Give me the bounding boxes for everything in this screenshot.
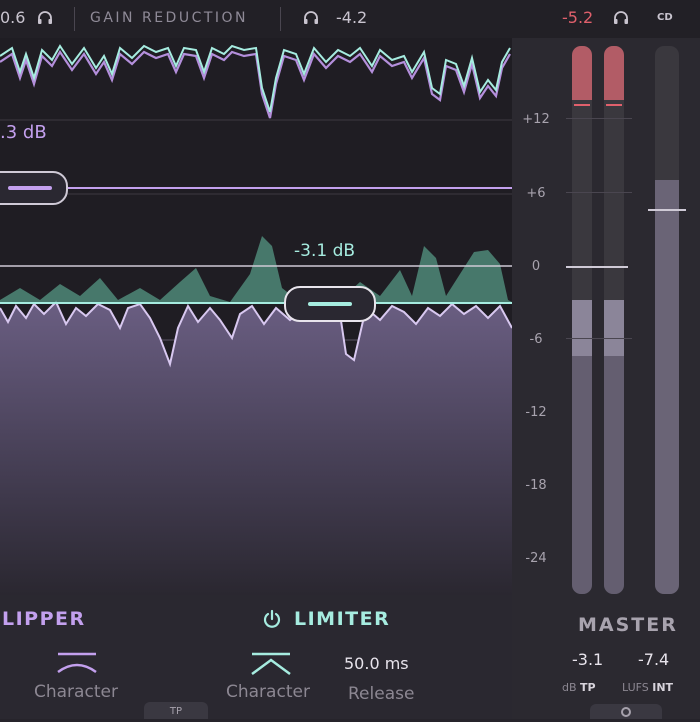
limiter-character-label[interactable]: Character xyxy=(226,682,310,702)
headphone-icon[interactable] xyxy=(36,9,54,31)
top-bar xyxy=(0,0,700,38)
true-peak-tab[interactable]: TP xyxy=(144,702,208,719)
cd-button[interactable]: CD xyxy=(657,12,673,23)
master-meter-right xyxy=(604,46,624,594)
headphone-icon[interactable] xyxy=(612,9,630,31)
clipped-peaks xyxy=(0,236,512,304)
waveform-display[interactable] xyxy=(0,38,512,595)
lufs-meter xyxy=(655,46,679,594)
lufs-value: -7.4 xyxy=(638,650,670,669)
limiter-character-icon[interactable] xyxy=(248,650,294,682)
level-outline xyxy=(0,300,512,368)
master-settings-tab[interactable] xyxy=(590,704,662,719)
gain-reduction-trace xyxy=(0,44,511,119)
power-icon[interactable] xyxy=(262,609,282,633)
scale-tick: +12 xyxy=(522,112,550,127)
clipper-character-icon[interactable] xyxy=(54,650,100,680)
level-area xyxy=(0,302,512,595)
true-peak-value: -3.1 xyxy=(572,650,604,669)
clipper-title: LIPPER xyxy=(2,608,86,630)
master-peak-readout: -5.2 xyxy=(562,8,594,27)
limiter-threshold-handle[interactable] xyxy=(284,286,376,322)
headphone-icon[interactable] xyxy=(302,9,320,31)
scale-tick: -6 xyxy=(529,332,543,347)
meter-gridline xyxy=(566,192,632,193)
bottom-panel xyxy=(0,595,512,719)
gear-icon xyxy=(621,707,631,717)
lufs-target-marker xyxy=(648,209,686,211)
limiter-title: LIMITER xyxy=(294,608,391,630)
meter-gridline xyxy=(566,338,632,339)
scale-tick: 0 xyxy=(531,259,541,274)
scale-tick: -24 xyxy=(525,551,547,566)
master-panel xyxy=(512,598,700,719)
meter-zero-marker xyxy=(566,266,628,268)
divider xyxy=(74,7,75,31)
meter-gridline xyxy=(566,118,632,119)
clipper-threshold-label: .3 dB xyxy=(0,122,47,143)
gain-reduction-readout: -4.2 xyxy=(336,8,368,27)
gain-reduction-label: GAIN REDUCTION xyxy=(90,10,249,26)
scale-tick: -18 xyxy=(525,478,547,493)
lufs-unit: LUFS INT xyxy=(622,681,674,694)
release-label: Release xyxy=(348,684,415,704)
limiter-threshold-label: -3.1 dB xyxy=(294,241,356,261)
release-value[interactable]: 50.0 ms xyxy=(344,654,409,673)
clipper-threshold-handle[interactable] xyxy=(0,171,68,205)
clipper-character-label[interactable]: Character xyxy=(34,682,118,702)
master-title: MASTER xyxy=(578,614,678,636)
scale-tick: +6 xyxy=(526,186,546,201)
master-meter-left xyxy=(572,46,592,594)
scale-tick: -12 xyxy=(525,405,547,420)
input-level-readout: 0.6 xyxy=(0,8,26,27)
true-peak-unit: dB TP xyxy=(562,681,596,694)
divider xyxy=(280,7,281,31)
